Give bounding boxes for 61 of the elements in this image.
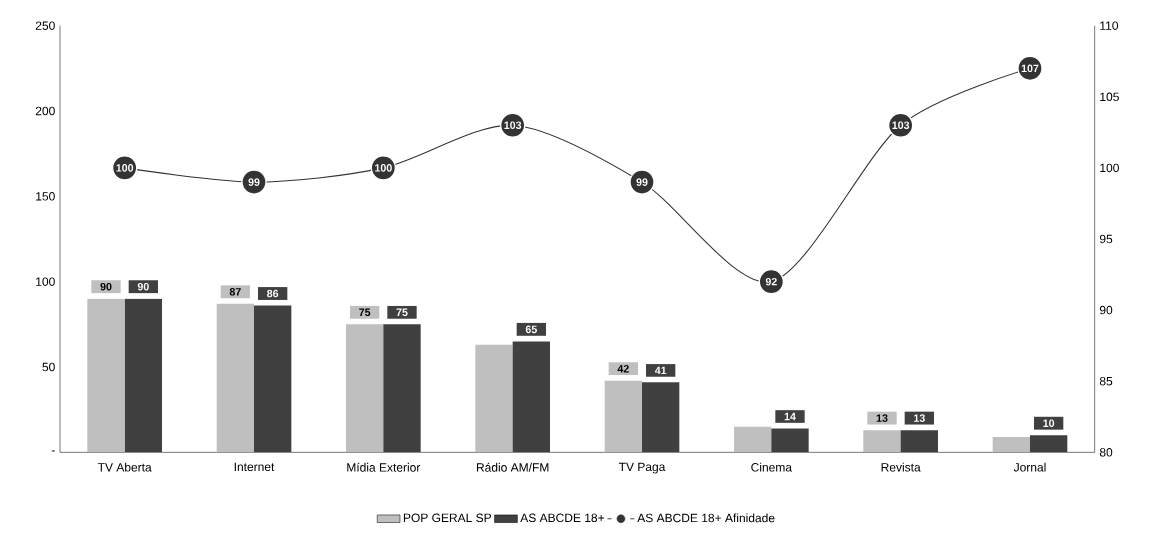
bar [124,298,163,453]
x-tick-label: Internet [234,462,275,472]
bar [771,428,809,453]
data-label: 107 [1021,64,1039,73]
y2-tick-label: 90 [1099,305,1113,315]
y2-tick-label: 100 [1100,163,1119,173]
bar [900,430,938,453]
data-label: 65 [525,325,537,334]
data-label: 13 [876,414,888,422]
bar [1030,435,1068,453]
bar [734,426,772,453]
data-label: 100 [375,164,392,172]
y-tick-label: 100 [36,277,55,286]
data-label: 75 [396,308,408,317]
y2-tick-label: 110 [1100,21,1119,30]
data-label: 41 [654,366,667,375]
data-label: 103 [504,121,522,130]
x-tick-label: Jornal [1013,462,1046,472]
data-label: 75 [359,308,371,317]
y2-tick-label: 85 [1099,376,1113,386]
x-tick-label: TV Aberta [97,462,152,472]
x-tick-label: Cinema [751,462,792,472]
y2-tick-label: 105 [1100,92,1119,102]
data-label: 87 [229,288,241,296]
y2-tick-label: 80 [1099,448,1113,457]
x-tick-label: Revista [881,462,921,472]
data-label: 90 [137,282,149,291]
y-tick-label: - [51,450,55,452]
bar [475,344,513,453]
data-label: 103 [892,121,910,130]
bar [642,382,680,453]
data-label: 86 [267,289,279,298]
legend-label: POP GERAL SP [403,513,492,523]
x-tick-label: Rádio AM/FM [476,462,549,472]
y-tick-label: 200 [35,106,55,116]
x-tick-label: TV Paga [618,462,666,474]
bar [863,430,901,453]
y-tick-label: 250 [35,21,55,30]
data-label: 92 [765,277,777,286]
data-label: 100 [116,164,134,172]
data-label: 14 [784,412,796,421]
bar [383,324,421,453]
data-label: 42 [617,364,629,373]
data-label: 99 [248,178,260,186]
bar [604,380,642,453]
data-label: 90 [100,282,112,291]
bar [346,324,384,453]
y2-tick-label: 95 [1099,234,1113,244]
bar [254,305,292,453]
bar [216,303,255,453]
bar [992,436,1030,453]
data-label: 13 [914,414,925,422]
y-tick-label: 50 [42,362,55,372]
legend-label: AS ABCDE 18+ [520,513,605,523]
bar [512,341,550,453]
y-tick-label: 150 [36,192,55,201]
data-label: 10 [1043,419,1055,427]
x-tick-label: Mídia Exterior [347,462,421,472]
bar [87,298,125,453]
data-label: 99 [636,178,648,186]
legend-label: AS ABCDE 18+ Afinidade [637,513,775,523]
